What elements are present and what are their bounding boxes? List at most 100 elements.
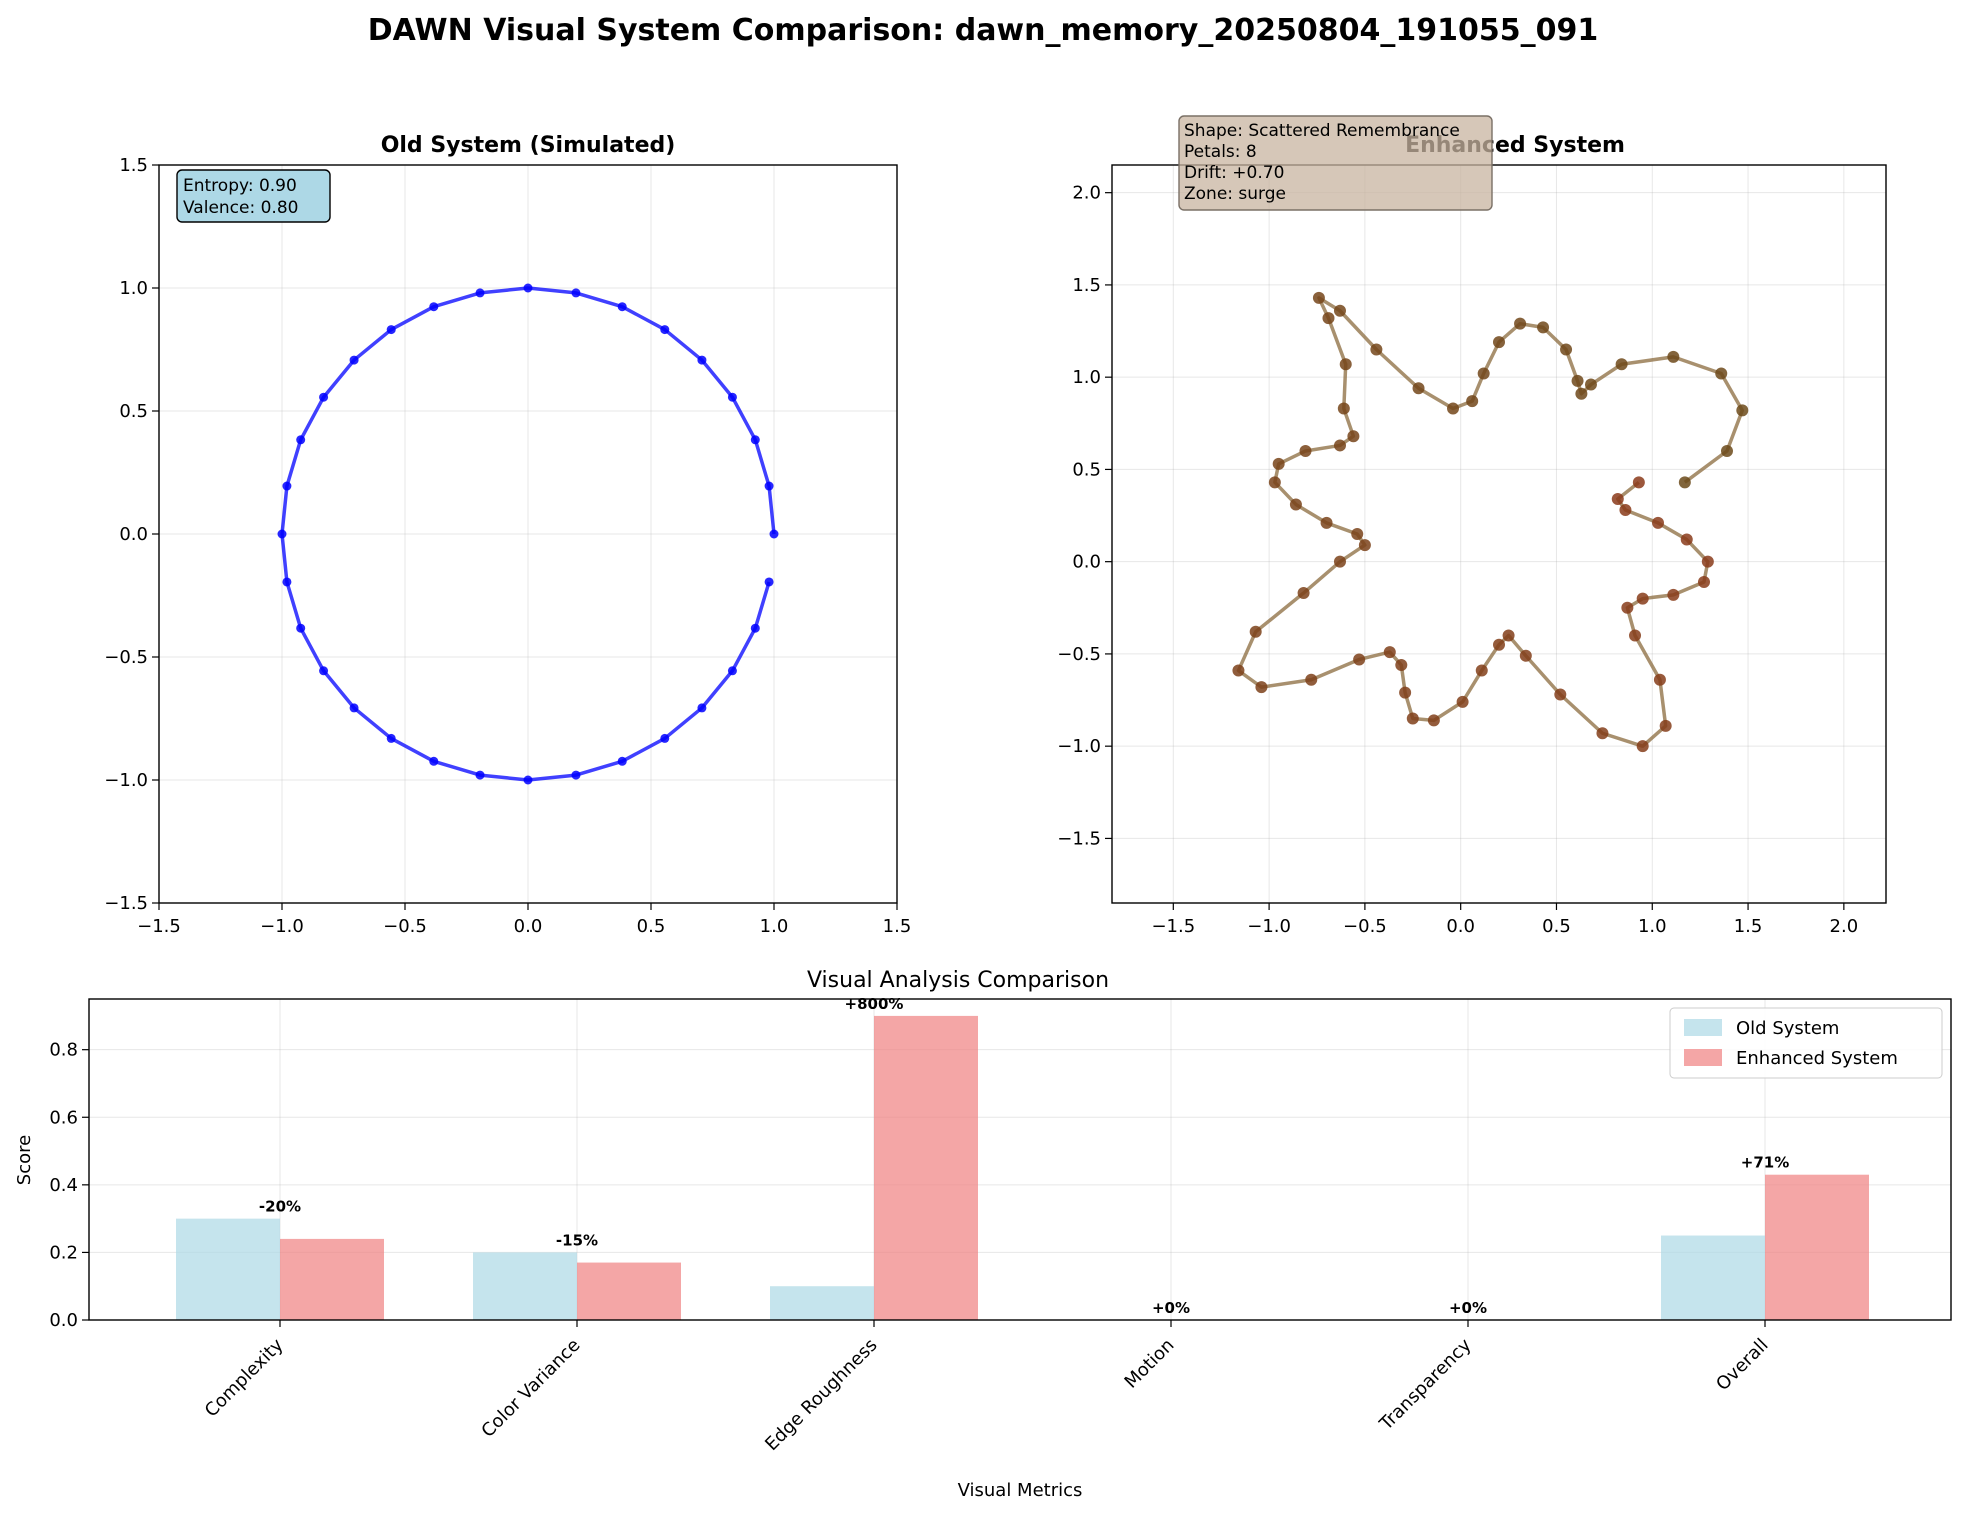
data-point — [1621, 601, 1634, 614]
old-system-panel: Old System (Simulated) −1.5 −1.0 −0.5 0.0 0.… — [104, 133, 911, 937]
legend-swatch-enhanced — [1684, 1049, 1722, 1066]
data-point — [1272, 457, 1285, 470]
x-tick-label: 0.5 — [637, 916, 666, 937]
data-point — [1736, 404, 1749, 417]
data-point — [1353, 653, 1366, 666]
data-point — [1653, 673, 1666, 686]
x-tick-label: −0.5 — [383, 916, 427, 937]
data-point — [1619, 504, 1632, 517]
data-point — [1519, 649, 1532, 662]
visual-analysis-title: Visual Analysis Comparison — [807, 968, 1109, 993]
data-point — [727, 666, 737, 676]
legend-swatch-old — [1684, 1019, 1722, 1036]
data-point — [1584, 378, 1597, 391]
data-point — [1575, 387, 1588, 400]
x-tick-label: −1.0 — [1247, 916, 1291, 937]
y-tick-label: 0.0 — [49, 1310, 78, 1331]
entropy-label: Entropy: 0.90 — [183, 176, 297, 196]
old-system-title: Old System (Simulated) — [381, 133, 676, 158]
data-point — [1305, 673, 1318, 686]
category-label: Color Variance — [477, 1335, 584, 1442]
x-tick-label: −1.0 — [260, 916, 304, 937]
data-point — [319, 392, 329, 402]
data-point — [1636, 740, 1649, 753]
x-tick-label: 1.0 — [1638, 916, 1667, 937]
data-point — [764, 481, 774, 491]
data-point — [1466, 395, 1479, 408]
data-point — [296, 435, 306, 445]
data-point — [1395, 658, 1408, 671]
category-label: Motion — [1121, 1335, 1179, 1393]
data-point — [429, 756, 439, 766]
x-tick-label: 0.5 — [1542, 916, 1571, 937]
data-point — [1560, 343, 1573, 356]
data-point — [1596, 727, 1609, 740]
data-point — [1337, 402, 1350, 415]
legend-label-old: Old System — [1736, 1018, 1839, 1039]
data-point — [1406, 712, 1419, 725]
change-label: +0% — [1449, 1299, 1487, 1317]
visual-analysis-frame — [88, 998, 1952, 1321]
data-point — [1659, 719, 1672, 732]
data-point — [1571, 374, 1584, 387]
data-point — [1629, 629, 1642, 642]
change-label: +800% — [845, 995, 904, 1013]
shape-info-box: Shape: Scattered Remembrance Petals: 8 D… — [1178, 115, 1493, 211]
change-label: +71% — [1741, 1154, 1789, 1172]
data-point — [1615, 358, 1628, 371]
bar-enhanced-system — [874, 1015, 978, 1320]
category-label: Edge Roughness — [761, 1335, 881, 1455]
y-tick-label: 0.5 — [119, 401, 148, 422]
change-labels: -20% -15% +800% +0% +0% +71% — [259, 995, 1789, 1317]
y-tick-label: 0.5 — [1072, 459, 1101, 480]
data-point — [1701, 555, 1714, 568]
data-point — [1297, 587, 1310, 600]
bar-old-system — [473, 1252, 577, 1320]
change-label: -15% — [556, 1231, 598, 1249]
data-point — [727, 392, 737, 402]
data-point — [1370, 343, 1383, 356]
y-tick-label: 0.0 — [1072, 552, 1101, 573]
change-label: +0% — [1152, 1299, 1190, 1317]
enhanced-system-grid — [1112, 165, 1886, 903]
bar-legend: Old System Enhanced System — [1669, 1007, 1943, 1079]
data-point — [571, 770, 581, 780]
p1-series-line — [280, 286, 776, 782]
enhanced-system-panel: Enhanced System −1.5 −1.0 −0.5 0.0 0.5 1.0 1.5… — [1057, 115, 1887, 937]
data-point — [1339, 358, 1352, 371]
data-point — [750, 623, 760, 633]
visual-analysis-x-ticks: Complexity Color Variance Edge Roughness Mo… — [201, 1320, 1773, 1455]
data-point — [1249, 625, 1262, 638]
enhanced-system-y-ticks: −1.5 −1.0 −0.5 0.0 0.5 1.0 1.5 2.0 — [1057, 183, 1112, 849]
data-point — [1447, 402, 1460, 415]
data-point — [571, 288, 581, 298]
y-tick-label: 1.0 — [1072, 367, 1101, 388]
data-point — [750, 435, 760, 445]
y-tick-label: 1.5 — [119, 155, 148, 176]
data-point — [1493, 336, 1505, 349]
data-point — [523, 283, 533, 293]
old-system-grid — [158, 164, 898, 904]
data-point — [617, 756, 627, 766]
y-tick-label: 0.2 — [49, 1242, 78, 1263]
data-point — [296, 623, 306, 633]
data-point — [429, 302, 439, 312]
data-point — [1333, 555, 1346, 568]
data-point — [1697, 575, 1710, 588]
y-tick-label: 1.5 — [1072, 275, 1101, 296]
data-point — [475, 288, 485, 298]
data-point — [1412, 382, 1425, 395]
x-tick-label: −1.5 — [1151, 916, 1195, 937]
data-point — [1502, 629, 1515, 642]
data-point — [1680, 533, 1693, 546]
data-point — [1652, 516, 1665, 529]
data-point — [1399, 686, 1412, 699]
bar-enhanced-system — [1765, 1174, 1869, 1320]
data-point — [1493, 638, 1505, 651]
data-point — [282, 577, 292, 587]
data-point — [1347, 430, 1360, 443]
data-point — [1632, 476, 1645, 489]
data-point — [1333, 439, 1346, 452]
data-point — [1268, 476, 1281, 489]
data-point — [1289, 498, 1302, 511]
